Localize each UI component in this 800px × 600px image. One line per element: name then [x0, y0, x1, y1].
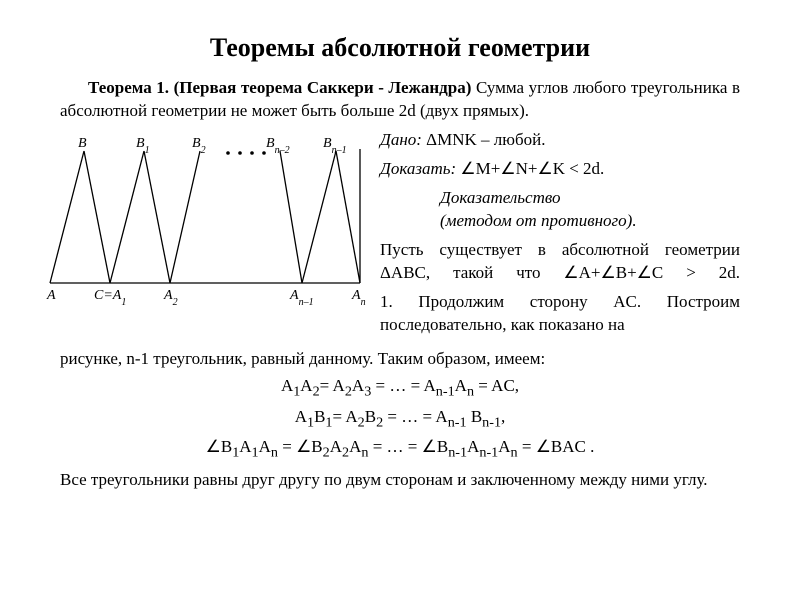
page-title: Теоремы абсолютной геометрии	[60, 30, 740, 65]
svg-text:An: An	[351, 288, 366, 308]
figure-wrap: Дано: ΔMNK – любой. BB1B2Bn–2Bn–1AC=A1A2…	[60, 129, 740, 337]
prove-line: Доказать: ∠M+∠N+∠K < 2d.	[380, 158, 740, 181]
after-figure-line: рисунке, n-1 треугольник, равный данному…	[60, 348, 740, 371]
svg-text:An–1: An–1	[289, 288, 314, 308]
svg-text:Bn–1: Bn–1	[323, 136, 347, 156]
conclusion: Все треугольники равны друг другу по дву…	[60, 469, 740, 492]
geometry-figure: B B1 B2 Bn–2 Bn–1 A C=A1 A2 An–1 An	[40, 133, 370, 313]
given-prefix: Дано:	[380, 130, 422, 149]
svg-text:B: B	[78, 136, 87, 151]
svg-text:C=A1: C=A1	[94, 288, 126, 308]
svg-text:A: A	[46, 288, 56, 303]
svg-text:Bn–2: Bn–2	[266, 136, 290, 156]
eq2: A1B1= A2B2 = … = An-1 Bn-1,	[60, 406, 740, 433]
proof-method: (методом от противного).	[440, 211, 637, 230]
given-line: Дано: ΔMNK – любой.	[380, 129, 740, 152]
prove-text: ∠M+∠N+∠K < 2d.	[456, 159, 604, 178]
given-text: ΔMNK – любой.	[422, 130, 546, 149]
assume-line: Пусть существует в абсолютной геометрии …	[380, 239, 740, 285]
proof-header: Доказательство	[440, 188, 561, 207]
theorem-statement: Теорема 1. (Первая теорема Саккери - Леж…	[60, 77, 740, 123]
eq3: ∠B1A1An = ∠B2A2An = … = ∠Bn-1An-1An = ∠B…	[60, 436, 740, 463]
svg-text:B2: B2	[192, 136, 206, 156]
svg-text:A2: A2	[163, 288, 178, 308]
proof-header-block: Доказательство (методом от противного).	[440, 187, 740, 233]
step1: 1. Продолжим сторону AC. Построим послед…	[380, 291, 740, 337]
prove-prefix: Доказать:	[380, 159, 456, 178]
figure-svg: B B1 B2 Bn–2 Bn–1 A C=A1 A2 An–1 An	[40, 133, 370, 313]
theorem-name: (Первая теорема Саккери - Лежандра)	[174, 78, 472, 97]
eq1: A1A2= A2A3 = … = An-1An = AC,	[60, 375, 740, 402]
svg-text:B1: B1	[136, 136, 150, 156]
theorem-label: Теорема 1.	[88, 78, 169, 97]
